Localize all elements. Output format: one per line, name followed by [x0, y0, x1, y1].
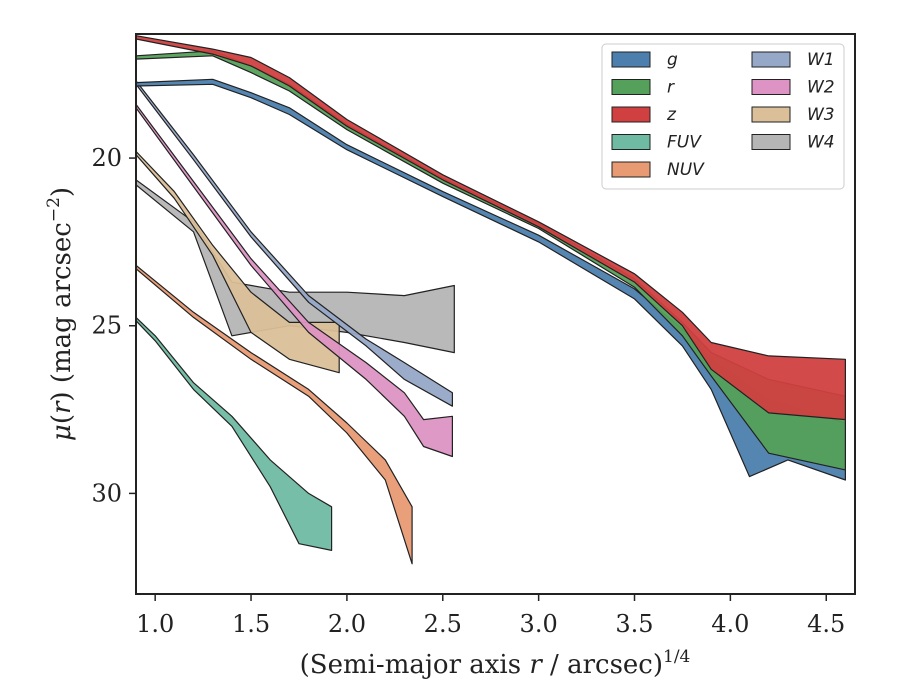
x-tick-label: 1.5: [232, 610, 270, 638]
legend-label-w4: W4: [807, 133, 835, 153]
x-tick-label: 2.5: [424, 610, 462, 638]
x-axis: 1.0 1.5 2.0 2.5 3.0 3.5 4.0 4.5: [136, 594, 845, 638]
y-tick-label: 30: [91, 479, 122, 507]
x-tick-label: 3.0: [520, 610, 558, 638]
plot-frame: [135, 33, 856, 595]
y-tick-label: 20: [91, 144, 122, 172]
x-tick-label: 1.0: [136, 610, 174, 638]
legend-label-r: r: [667, 78, 675, 98]
legend-label-nuv: NUV: [667, 160, 705, 180]
legend-swatch-w2: [751, 79, 791, 95]
band-fuv: [136, 316, 333, 552]
legend-swatch-fuv: [611, 134, 651, 150]
x-tick-label: 4.5: [807, 610, 845, 638]
y-tick-label: 25: [91, 312, 122, 340]
band-w3: [136, 150, 340, 374]
band-z: [136, 35, 847, 421]
x-tick-label: 2.0: [328, 610, 366, 638]
x-axis-label: (Semi-major axis r / arcsec)1/4: [300, 647, 691, 680]
legend: grz FUV NUV W1 W2 W3 W4: [601, 43, 845, 190]
legend-swatch-nuv: [611, 161, 651, 178]
band-w1: [136, 80, 453, 407]
legend-swatch-w4: [751, 134, 791, 150]
x-tick-label: 3.5: [615, 610, 653, 638]
legend-swatch-r: [611, 79, 651, 95]
legend-swatch-z: [611, 106, 651, 123]
y-axis-label: μ(r) (mag arcsec−2): [44, 187, 77, 441]
legend-swatch-w3: [751, 106, 791, 123]
band-nuv: [136, 264, 413, 565]
band-w4: [136, 179, 455, 354]
band-w2: [136, 103, 453, 458]
legend-swatch-g: [611, 51, 651, 68]
legend-label-w1: W1: [807, 50, 835, 70]
y-axis: 20 25 30: [91, 144, 136, 507]
legend-label-fuv: FUV: [667, 133, 702, 153]
x-tick-label: 4.0: [711, 610, 749, 638]
legend-label-z: z: [666, 105, 677, 125]
legend-label-w2: W2: [807, 78, 835, 98]
legend-label-g: g: [667, 50, 678, 70]
plot-area: [136, 35, 847, 565]
legend-swatch-w1: [751, 51, 791, 68]
legend-label-w3: W3: [807, 105, 835, 125]
